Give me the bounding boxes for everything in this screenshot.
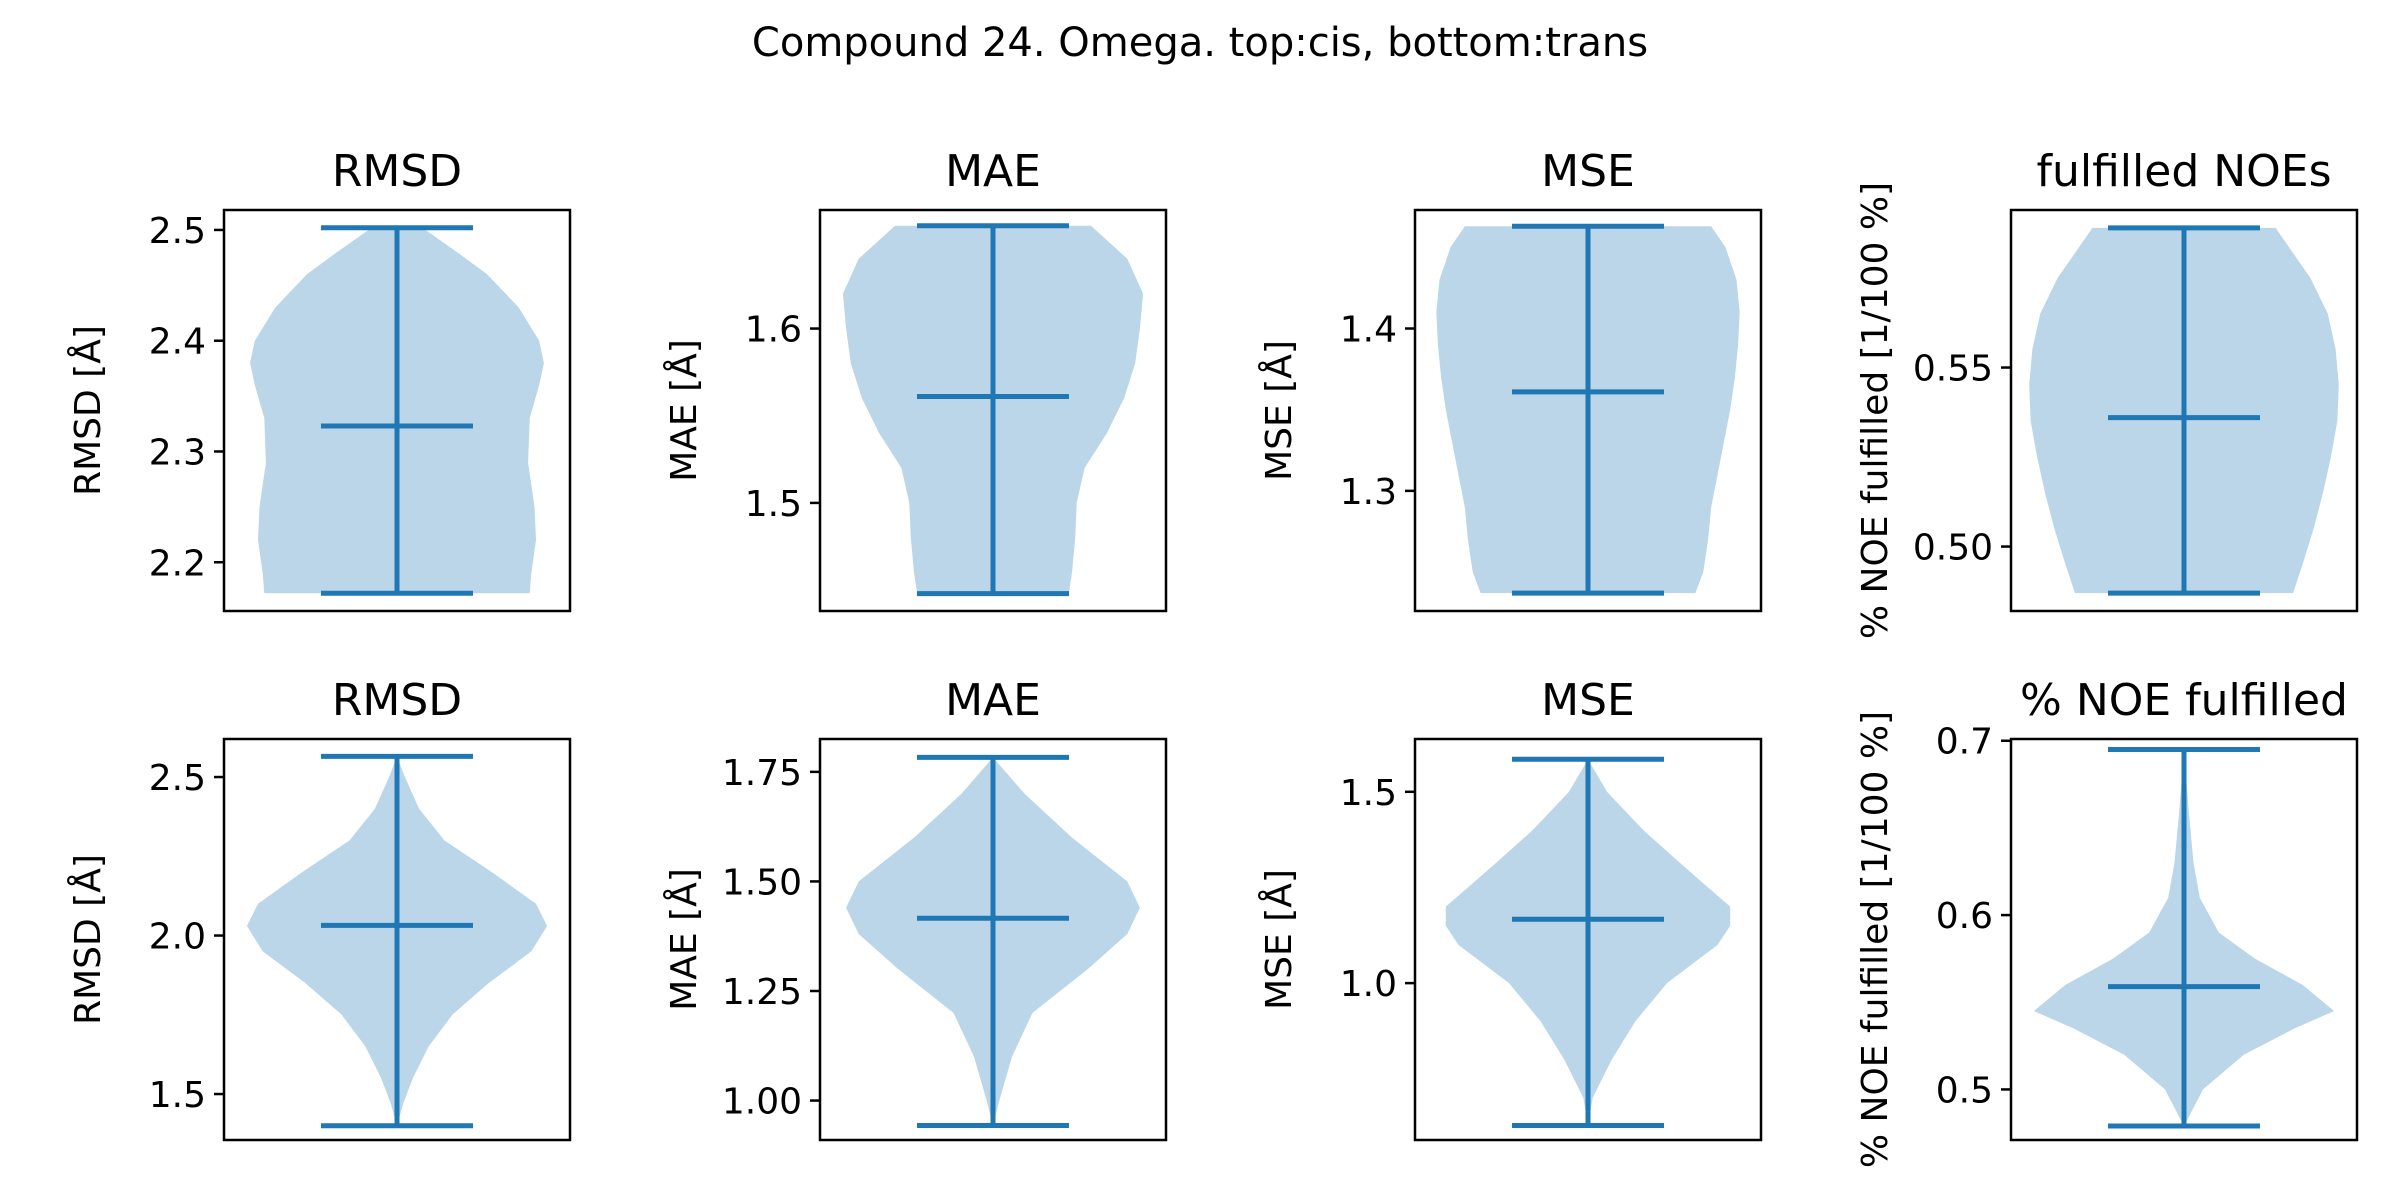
y-tick-label: 0.5	[1936, 1070, 1993, 1111]
y-axis-label: MAE [Å]	[662, 339, 705, 482]
panel-title: fulfilled NOEs	[2036, 146, 2331, 197]
y-tick-label: 2.4	[149, 322, 206, 363]
figure-title: Compound 24. Omega. top:cis, bottom:tran…	[752, 20, 1648, 66]
violin-panel-top-3: 1.3 1.4 MSE MSE [Å]	[1257, 146, 1763, 613]
panel-title: % NOE fulfilled	[2020, 675, 2348, 726]
y-axis-label: MAE [Å]	[662, 868, 705, 1011]
y-tick-label: 1.00	[722, 1082, 802, 1123]
axes-frame	[1413, 208, 1763, 613]
y-tick-label: 1.0	[1340, 964, 1397, 1005]
y-tick-label: 2.5	[149, 211, 206, 252]
y-tick-label: 1.25	[722, 972, 802, 1013]
violin-panel-bottom-4: 0.5 0.6 0.7 % NOE fulfilled % NOE fulfilled …	[1855, 675, 2359, 1168]
violin-panel-bottom-2: 1.00 1.25 1.50 1.75 MAE MAE [Å]	[662, 675, 1168, 1142]
panels: 2.2 2.3 2.4 2.5 RMSD RMSD [Å] 1.5 1.6 MAE MAE [Å]…	[66, 146, 2359, 1168]
violin-panel-top-2: 1.5 1.6 MAE MAE [Å]	[662, 146, 1168, 613]
y-axis-label: RMSD [Å]	[66, 325, 109, 496]
y-tick-label: 1.5	[745, 484, 802, 525]
axes-frame	[2009, 737, 2359, 1142]
y-axis-label: % NOE fulfilled [1/100 %]	[1855, 182, 1896, 639]
panel-title: MSE	[1541, 675, 1635, 726]
axes-frame	[818, 737, 1168, 1142]
y-tick-label: 0.50	[1913, 528, 1993, 569]
violin-panel-bottom-3: 1.0 1.5 MSE MSE [Å]	[1257, 675, 1763, 1142]
panel-title: MAE	[945, 675, 1041, 726]
y-axis-label: RMSD [Å]	[66, 854, 109, 1025]
axes-frame	[222, 208, 572, 613]
panel-title: MAE	[945, 146, 1041, 197]
y-tick-label: 1.4	[1340, 310, 1397, 351]
y-axis-label: MSE [Å]	[1257, 340, 1300, 481]
axes-frame	[2009, 208, 2359, 613]
y-tick-label: 1.50	[722, 862, 802, 903]
violin-panel-bottom-1: 1.5 2.0 2.5 RMSD RMSD [Å]	[66, 675, 572, 1142]
violin-panel-top-4: 0.50 0.55 fulfilled NOEs % NOE fulfilled [1…	[1855, 146, 2359, 639]
y-tick-label: 2.5	[149, 758, 206, 799]
axes-frame	[222, 737, 572, 1142]
y-axis-label: MSE [Å]	[1257, 869, 1300, 1010]
panel-title: RMSD	[332, 146, 462, 197]
y-tick-label: 1.5	[1340, 773, 1397, 814]
panel-title: RMSD	[332, 675, 462, 726]
axes-frame	[818, 208, 1168, 613]
panel-title: MSE	[1541, 146, 1635, 197]
y-tick-label: 2.0	[149, 917, 206, 958]
y-tick-label: 2.2	[149, 543, 206, 584]
y-tick-label: 1.6	[745, 310, 802, 351]
y-tick-label: 1.5	[149, 1075, 206, 1116]
y-axis-label: % NOE fulfilled [1/100 %]	[1855, 711, 1896, 1168]
y-tick-label: 1.75	[722, 753, 802, 794]
violin-panel-top-1: 2.2 2.3 2.4 2.5 RMSD RMSD [Å]	[66, 146, 572, 613]
axes-frame	[1413, 737, 1763, 1142]
y-tick-label: 0.6	[1936, 896, 1993, 937]
y-tick-label: 2.3	[149, 432, 206, 473]
y-tick-label: 1.3	[1340, 472, 1397, 513]
y-tick-label: 0.55	[1913, 349, 1993, 390]
y-tick-label: 0.7	[1936, 722, 1993, 763]
